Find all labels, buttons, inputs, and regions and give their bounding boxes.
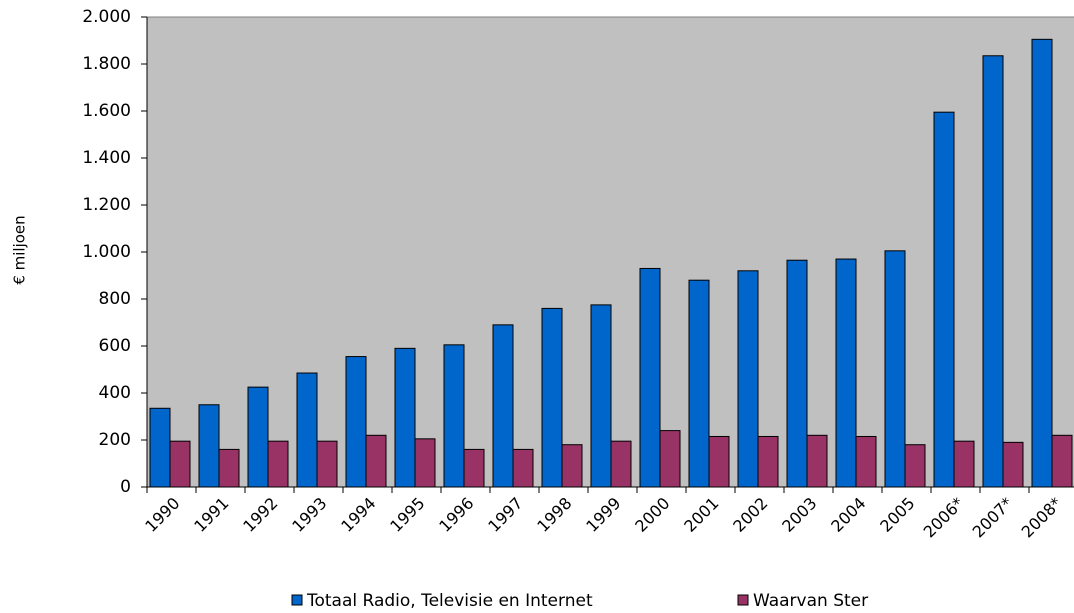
bar [855, 435, 877, 488]
x-tick-label: 1993 [288, 494, 330, 536]
y-tick-label: 2.000 [82, 7, 131, 27]
bar [1002, 441, 1024, 488]
bar [149, 407, 171, 488]
x-tick-label: 1994 [337, 494, 379, 536]
x-tick-label: 2002 [729, 494, 771, 536]
y-tick-label: 1.200 [82, 195, 131, 215]
legend-label: Waarvan Ster [753, 591, 868, 611]
bar [169, 440, 191, 488]
bar [688, 279, 710, 488]
x-tick-label: 1999 [582, 494, 624, 536]
y-axis-label: € miljoen [11, 215, 29, 284]
x-tick-label: 1992 [239, 494, 281, 536]
bar [267, 440, 289, 488]
bar [904, 444, 926, 488]
bar [512, 448, 534, 488]
bar [394, 347, 416, 488]
y-tick-label: 800 [99, 289, 131, 309]
bar [365, 434, 387, 488]
bar [463, 448, 485, 488]
bar [982, 55, 1004, 488]
legend-swatch [291, 594, 303, 606]
bar [708, 435, 730, 488]
bar [1031, 38, 1053, 488]
bar [737, 270, 759, 488]
x-tick-label: 2008* [1018, 494, 1066, 542]
x-tick-label: 1991 [190, 494, 232, 536]
x-tick-label: 2000 [631, 494, 673, 536]
x-tick-label: 1997 [484, 494, 526, 536]
legend-label: Totaal Radio, Televisie en Internet [306, 591, 593, 611]
bar [933, 111, 955, 488]
bar [316, 440, 338, 488]
bar [835, 258, 857, 488]
bar [884, 250, 906, 488]
bar [561, 444, 583, 488]
bar [443, 344, 465, 488]
x-tick-label: 2004 [827, 494, 869, 536]
y-tick-label: 1.800 [82, 54, 131, 74]
bar [757, 435, 779, 488]
x-tick-label: 2006* [920, 494, 968, 542]
bar [218, 448, 240, 488]
x-tick-label: 2007* [969, 494, 1017, 542]
bar [296, 372, 318, 488]
x-tick-label: 2003 [778, 494, 820, 536]
y-tick-label: 1.000 [82, 242, 131, 262]
bar [806, 434, 828, 488]
y-tick-label: 400 [99, 383, 131, 403]
y-tick-label: 1.400 [82, 148, 131, 168]
y-tick-label: 1.600 [82, 101, 131, 121]
bar [659, 430, 681, 488]
y-tick-label: 200 [99, 430, 131, 450]
x-tick-label: 2005 [876, 494, 918, 536]
bar [247, 386, 269, 488]
bar [786, 259, 808, 488]
x-tick-label: 1998 [533, 494, 575, 536]
bar [1051, 434, 1073, 488]
bar [492, 324, 514, 488]
bar [541, 307, 563, 488]
x-tick-label: 1995 [386, 494, 428, 536]
legend-swatch [737, 594, 749, 606]
y-tick-label: 600 [99, 336, 131, 356]
bar [198, 404, 220, 488]
bar [345, 356, 367, 488]
bar [639, 267, 661, 488]
bar [414, 438, 436, 488]
x-tick-label: 2001 [680, 494, 722, 536]
bar [610, 440, 632, 488]
y-tick-label: 0 [120, 477, 131, 497]
bar [590, 304, 612, 488]
bar [953, 440, 975, 488]
x-tick-label: 1996 [435, 494, 477, 536]
x-tick-label: 1990 [141, 494, 183, 536]
